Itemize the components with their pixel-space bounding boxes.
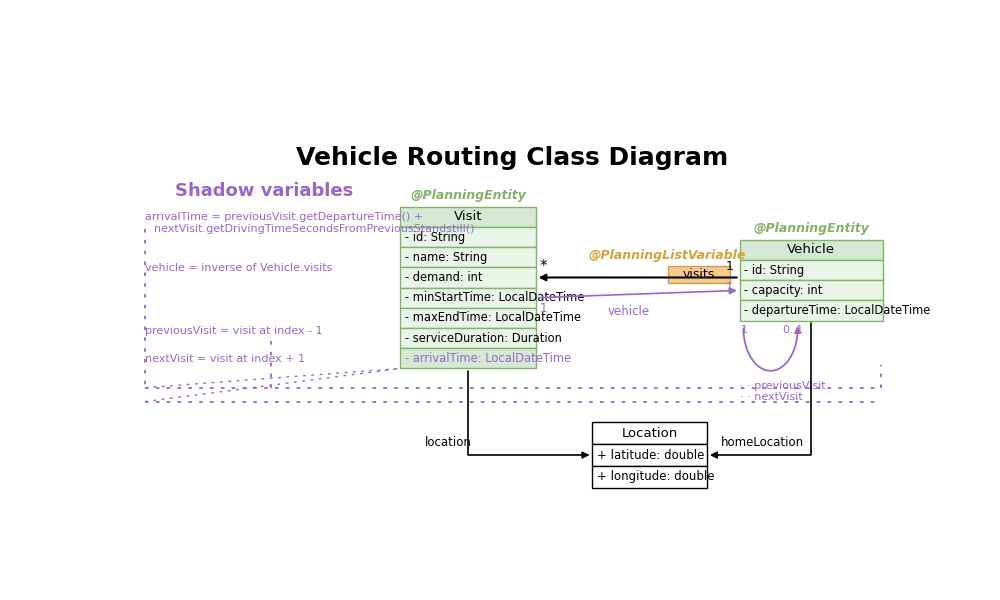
Text: 1: 1 [726,260,733,273]
Text: vehicle: vehicle [608,305,650,319]
Text: · · nextVisit: · · nextVisit [740,392,802,402]
Text: nextVisit = visit at index + 1: nextVisit = visit at index + 1 [145,354,305,364]
Bar [400,247,536,268]
Bar [400,308,536,328]
Text: nextVisit.getDrivingTimeSecondsFromPreviousStandstill(): nextVisit.getDrivingTimeSecondsFromPrevi… [154,224,475,234]
Text: - name: String: - name: String [405,251,487,264]
Text: homeLocation: homeLocation [720,436,804,449]
Bar [592,466,707,488]
Text: @PlanningListVariable: @PlanningListVariable [589,249,746,262]
Text: *: * [540,259,547,274]
Text: arrivalTime = previousVisit.getDepartureTime() +: arrivalTime = previousVisit.getDeparture… [145,212,423,222]
Text: - demand: int: - demand: int [405,271,482,284]
Bar [400,227,536,247]
Text: · · previousVisit: · · previousVisit [740,381,825,391]
Text: - id: String: - id: String [744,263,804,277]
Text: Vehicle Routing Class Diagram: Vehicle Routing Class Diagram [296,146,729,170]
Text: - maxEndTime: LocalDateTime: - maxEndTime: LocalDateTime [405,311,581,325]
Text: vehicle = inverse of Vehicle.visits: vehicle = inverse of Vehicle.visits [145,263,333,274]
Bar [400,328,536,348]
Bar [740,260,883,280]
Text: - arrivalTime: LocalDateTime: - arrivalTime: LocalDateTime [405,352,571,365]
Bar [592,444,707,466]
Text: Shadow variables: Shadow variables [175,182,354,200]
Text: - capacity: int: - capacity: int [744,284,823,297]
Bar [740,301,883,321]
Text: 0..1: 0..1 [782,325,803,335]
Text: visits: visits [682,268,715,281]
Bar [400,207,536,227]
Text: + longitude: double: + longitude: double [597,470,714,484]
Text: @PlanningEntity: @PlanningEntity [410,189,526,202]
Text: 1: 1 [741,325,748,335]
Text: Location: Location [622,427,678,440]
Text: Vehicle: Vehicle [787,244,835,256]
Text: - id: String: - id: String [405,230,465,244]
Text: 1: 1 [540,302,547,314]
Bar [400,287,536,308]
Bar [740,280,883,301]
Text: previousVisit = visit at index - 1: previousVisit = visit at index - 1 [145,326,323,337]
Text: location: location [425,436,472,449]
Bar [592,422,707,444]
Bar [740,240,883,260]
Text: + latitude: double: + latitude: double [597,449,704,461]
Bar [400,268,536,287]
Text: 1: 1 [726,281,733,294]
Bar [668,266,730,283]
Text: - minStartTime: LocalDateTime: - minStartTime: LocalDateTime [405,291,584,304]
Bar [400,348,536,368]
Text: @PlanningEntity: @PlanningEntity [753,222,869,235]
Text: - departureTime: LocalDateTime: - departureTime: LocalDateTime [744,304,931,317]
Text: Visit: Visit [454,211,482,223]
Text: - serviceDuration: Duration: - serviceDuration: Duration [405,332,562,344]
